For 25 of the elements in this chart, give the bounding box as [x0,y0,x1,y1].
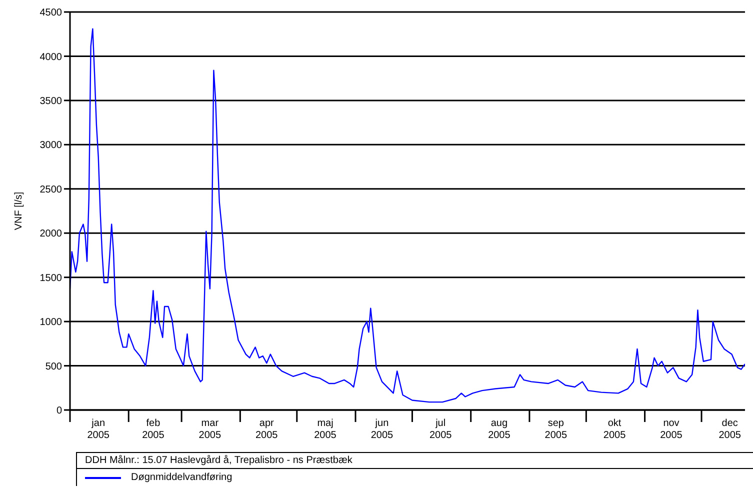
x-tick-label: okt 2005 [603,418,626,441]
y-tick-label: 1500 [40,272,62,284]
x-tick-label: nov 2005 [660,418,683,441]
y-axis-title: VNF [l/s] [14,192,25,230]
legend-label: Døgnmiddelvandføring [131,472,232,483]
y-tick-label: 2500 [40,184,62,196]
y-tick-label: 1000 [40,317,62,328]
x-tick-label: dec 2005 [718,418,742,441]
y-tick-label: 3000 [40,140,62,152]
x-tick-label: jan 2005 [87,418,110,441]
x-tick-label: aug 2005 [488,418,511,441]
x-tick-label: jul 2005 [429,418,452,441]
y-tick-label: 0 [56,406,62,417]
y-tick-label: 4000 [40,52,62,63]
x-tick-label: sep 2005 [544,418,568,441]
x-tick-label: jun 2005 [370,418,394,441]
text: DDH Målnr.: 15.07 Haslevgård å, Trepalisbro - ns Præstbæk [77,453,753,469]
y-tick-label: 500 [45,361,62,372]
y-tick-label: 3500 [40,96,62,107]
x-tick-label: feb 2005 [142,418,165,441]
y-tick-label: 4500 [40,8,62,19]
x-tick-label: apr 2005 [256,418,278,441]
x-tick-label: mar 2005 [198,418,222,441]
x-tick-label: maj 2005 [314,418,337,441]
y-tick-label: 2000 [40,228,62,240]
